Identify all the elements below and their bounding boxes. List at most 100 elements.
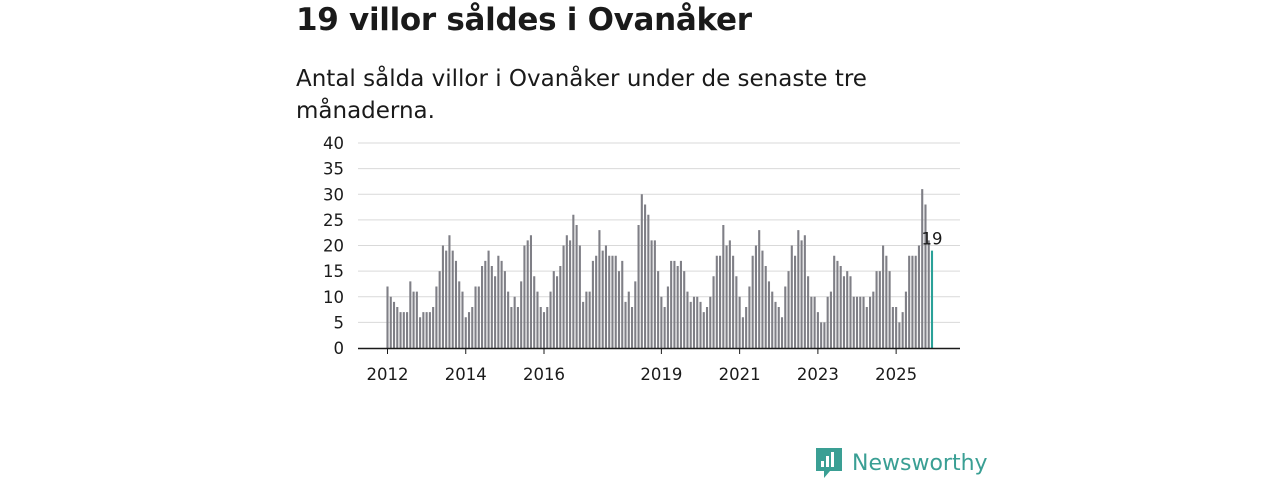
- bar: [448, 235, 451, 348]
- bar: [644, 204, 647, 348]
- bar: [780, 317, 784, 348]
- bar: [510, 307, 513, 348]
- bar: [777, 307, 780, 348]
- bar: [715, 255, 718, 348]
- bar: [650, 240, 653, 348]
- y-tick-label: 35: [323, 160, 344, 179]
- bar: [761, 250, 764, 348]
- bar: [585, 291, 588, 348]
- bar: [885, 255, 888, 348]
- bar: [829, 291, 832, 348]
- bar: [500, 260, 503, 348]
- bar: [686, 291, 689, 348]
- bar: [855, 296, 859, 348]
- bar: [435, 286, 438, 348]
- bar: [477, 286, 480, 348]
- bar: [683, 271, 686, 348]
- bar: [497, 255, 500, 348]
- bar: [503, 271, 506, 348]
- bar: [833, 255, 836, 348]
- bar: [914, 255, 917, 348]
- bar: [523, 245, 526, 348]
- bar: [529, 235, 533, 348]
- bar: [614, 255, 617, 348]
- bar: [859, 296, 862, 348]
- newsworthy-brand[interactable]: Newsworthy: [814, 446, 988, 480]
- bar: [732, 255, 735, 348]
- bar: [562, 245, 565, 348]
- bar: [826, 296, 829, 348]
- x-tick-label: 2021: [719, 365, 761, 384]
- chart-subtitle: Antal sålda villor i Ovanåker under de s…: [296, 66, 867, 124]
- bar: [402, 312, 405, 348]
- bar: [771, 291, 774, 348]
- x-tick-label: 2019: [640, 365, 682, 384]
- bar: [490, 266, 493, 348]
- bar: [790, 245, 793, 348]
- bar: [702, 312, 705, 348]
- bar: [595, 255, 598, 348]
- bar: [699, 301, 702, 348]
- bar: [565, 235, 568, 348]
- bars: [386, 189, 934, 348]
- bar: [575, 225, 578, 348]
- bar: [774, 301, 777, 348]
- bar: [467, 312, 471, 348]
- bar: [810, 296, 813, 348]
- bar: [813, 296, 816, 348]
- bar: [539, 307, 542, 348]
- bar: [546, 307, 549, 348]
- annotations: 19: [922, 230, 943, 249]
- bar: [432, 307, 435, 348]
- bar: [624, 301, 627, 348]
- bar: [842, 276, 846, 348]
- bar: [875, 271, 878, 348]
- bar: [673, 260, 676, 348]
- bar: [846, 271, 849, 348]
- bar: [647, 214, 650, 348]
- bar: [572, 214, 575, 348]
- bar: [559, 266, 562, 348]
- bar: [898, 322, 901, 348]
- bar: [552, 271, 555, 348]
- bar: [754, 245, 757, 348]
- bar: [767, 281, 771, 348]
- bar: [608, 255, 611, 348]
- bar: [415, 291, 418, 348]
- latest-value-label: 19: [922, 230, 943, 249]
- bar: [738, 296, 741, 348]
- bar: [862, 296, 865, 348]
- bar: [425, 312, 428, 348]
- bar: [657, 271, 660, 348]
- bar: [735, 276, 738, 348]
- x-tick-label: 2025: [875, 365, 917, 384]
- bar: [549, 291, 552, 348]
- bar: [895, 307, 898, 348]
- bar: [578, 245, 581, 348]
- bar: [451, 250, 454, 348]
- bar: [800, 240, 803, 348]
- bar: [630, 307, 634, 348]
- x-axis: 2012 2014 2016 2019 2021 2023 2025: [358, 347, 960, 384]
- bar: [823, 322, 826, 348]
- bar: [582, 301, 585, 348]
- bar: [555, 276, 559, 348]
- bar: [709, 296, 712, 348]
- bar: [839, 266, 842, 348]
- bar: [878, 271, 881, 348]
- bar: [836, 260, 839, 348]
- y-tick-label: 5: [334, 313, 345, 332]
- bar: [399, 312, 402, 348]
- bar: [428, 312, 431, 348]
- bar: [653, 240, 656, 348]
- newsworthy-logo-icon: [816, 448, 842, 478]
- bar: [748, 286, 751, 348]
- bar: [392, 301, 396, 348]
- bar: [520, 281, 523, 348]
- bar: [464, 317, 467, 348]
- bar: [621, 260, 624, 348]
- bar: [807, 276, 810, 348]
- bar: [666, 286, 669, 348]
- bar: [865, 307, 868, 348]
- bar: [569, 240, 572, 348]
